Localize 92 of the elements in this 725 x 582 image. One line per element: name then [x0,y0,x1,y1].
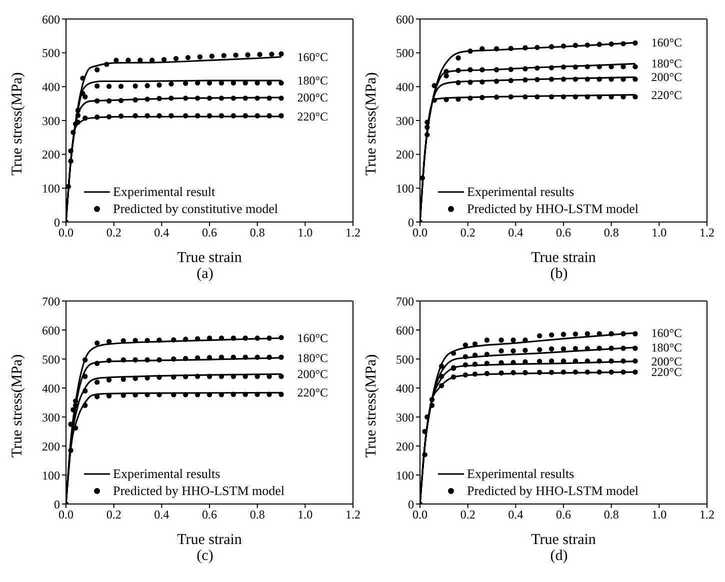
annotation: 160°C [297,50,328,64]
y-tick-label: 300 [42,114,60,128]
annotation: 220°C [297,109,328,124]
legend-label: Experimental results [467,183,574,200]
x-tick-label: 0.0 [412,508,428,522]
y-tick-label: 400 [396,381,414,396]
y-axis-title: True stress(MPa) [9,354,26,458]
y-tick-label: 300 [42,410,60,424]
y-tick-label: 0 [54,497,60,512]
y-tick-label: 200 [396,148,414,162]
y-tick-label: 100 [396,181,414,196]
annotation: 180°C [297,350,328,365]
annotation: 180°C [651,340,682,354]
legend-label: Predicted by constitutive model [113,200,278,217]
x-tick-label: 0.2 [460,508,476,522]
y-tick-label: 700 [42,294,60,308]
y-tick-label: 500 [396,46,414,60]
text: (d) [549,548,569,565]
y-tick-label: 600 [396,323,414,338]
text: (c) [196,548,214,565]
y-tick-label: 200 [42,439,60,454]
x-axis-title: True strain [531,532,596,548]
x-axis-title: True strain [177,250,242,266]
legend-label: Experimental result [113,183,216,200]
x-tick-label: 1.2 [700,226,714,240]
annotation: 160°C [651,36,682,50]
x-tick-label: 0.8 [604,508,619,522]
annotation: 180°C [297,74,328,88]
x-tick-label: 0.8 [250,508,265,522]
y-tick-label: 0 [54,215,60,230]
x-tick-label: 1.0 [298,226,313,240]
legend-label: Experimental results [467,465,574,482]
legend-label: Predicted by HHO-LSTM model [113,482,285,499]
x-tick-label: 0.6 [556,508,571,522]
annotation: 220°C [651,88,682,102]
x-tick-label: 1.2 [700,508,714,522]
x-tick-label: 0.2 [106,508,122,522]
annotation: 180°C [651,56,682,71]
x-axis-title: True strain [531,250,596,266]
y-tick-label: 0 [408,215,414,230]
y-tick-label: 100 [42,468,60,482]
y-axis-title: True stress(MPa) [9,72,26,176]
x-tick-label: 0.6 [556,226,571,240]
y-tick-label: 700 [396,294,414,308]
x-tick-label: 0.2 [106,226,122,240]
legend-label: Predicted by HHO-LSTM model [467,482,639,499]
y-tick-label: 600 [42,12,60,26]
x-tick-label: 0.0 [412,226,428,240]
x-tick-label: 1.0 [652,226,667,240]
x-tick-label: 1.2 [346,226,360,240]
x-tick-label: 1.0 [652,508,667,522]
x-tick-label: 0.8 [250,226,265,240]
y-tick-label: 400 [396,80,414,94]
x-tick-label: 0.6 [202,226,217,240]
y-tick-label: 200 [42,148,60,162]
y-tick-label: 400 [42,381,60,396]
y-tick-label: 300 [396,114,414,128]
annotation: 160°C [651,326,682,340]
x-tick-label: 1.2 [346,508,360,522]
y-tick-label: 300 [396,410,414,424]
x-tick-label: 0.4 [154,226,170,240]
x-tick-label: 0.4 [154,508,170,522]
y-tick-label: 500 [396,352,414,366]
annotation: 220°C [297,386,328,400]
y-tick-label: 600 [42,323,60,338]
x-tick-label: 0.8 [604,226,619,240]
y-axis-title: True stress(MPa) [363,354,380,458]
y-tick-label: 500 [42,352,60,366]
text: (a) [196,266,214,283]
annotation: 200°C [297,367,328,382]
annotation: 160°C [297,331,328,346]
y-tick-label: 400 [42,80,60,94]
x-tick-label: 0.4 [508,508,524,522]
y-axis-title: True stress(MPa) [363,72,380,176]
legend-label: Experimental results [113,465,220,482]
x-tick-label: 0.4 [508,226,524,240]
annotation: 200°C [651,70,682,84]
x-tick-label: 0.6 [202,508,217,522]
y-tick-label: 200 [396,439,414,454]
x-tick-label: 0.2 [460,226,476,240]
legend-label: Predicted by HHO-LSTM model [467,200,639,217]
x-tick-label: 1.0 [298,508,313,522]
y-tick-label: 100 [42,181,60,196]
text: (b) [549,266,569,283]
x-tick-label: 0.0 [58,508,74,522]
y-tick-label: 500 [42,46,60,60]
y-tick-label: 0 [408,497,414,512]
x-axis-title: True strain [177,532,242,548]
annotation: 200°C [297,90,328,104]
y-tick-label: 600 [396,12,414,26]
y-tick-label: 100 [396,468,414,482]
x-tick-label: 0.0 [58,226,74,240]
